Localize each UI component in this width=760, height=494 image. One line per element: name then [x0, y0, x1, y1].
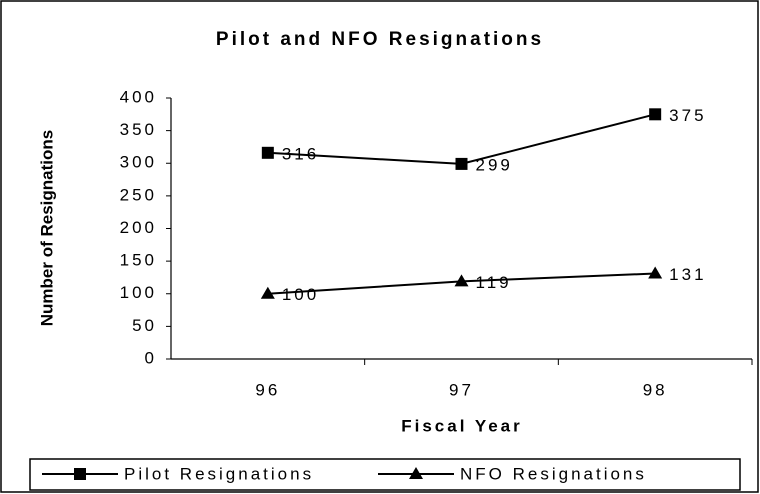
data-label: 299 — [476, 155, 513, 174]
data-label: 100 — [282, 285, 319, 304]
y-tick-label: 50 — [132, 316, 157, 335]
x-tick-label: 96 — [255, 380, 280, 399]
legend-marker — [74, 468, 86, 480]
data-label: 375 — [669, 106, 706, 125]
legend-label: NFO Resignations — [460, 464, 647, 483]
y-tick-label: 100 — [120, 283, 157, 302]
data-label: 119 — [476, 273, 512, 292]
y-tick-label: 150 — [120, 251, 157, 270]
x-tick-label: 98 — [643, 380, 668, 399]
point — [260, 286, 275, 299]
point — [648, 266, 663, 279]
point — [455, 157, 468, 170]
y-tick-label: 200 — [120, 218, 157, 237]
y-tick-label: 300 — [120, 153, 157, 172]
legend-label: Pilot Resignations — [124, 464, 314, 483]
y-tick-label: 350 — [120, 120, 157, 139]
point — [261, 146, 274, 159]
chart-title: Pilot and NFO Resignations — [216, 29, 544, 50]
y-tick-label: 400 — [120, 87, 157, 106]
y-tick-label: 250 — [120, 185, 157, 204]
x-axis-label: Fiscal Year — [401, 416, 523, 435]
y-axis-label: Number of Resignations — [37, 130, 56, 326]
data-label: 316 — [282, 144, 319, 163]
point — [454, 274, 469, 287]
y-tick-label: 0 — [145, 348, 157, 367]
point — [649, 108, 662, 121]
legend-marker — [409, 467, 423, 479]
data-label: 131 — [669, 265, 706, 284]
x-tick-label: 97 — [449, 380, 474, 399]
